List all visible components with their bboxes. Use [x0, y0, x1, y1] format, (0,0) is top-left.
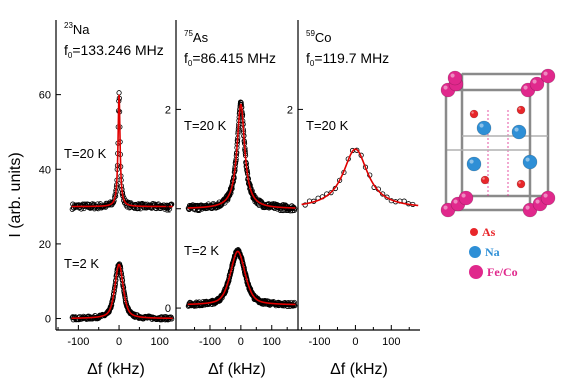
x-tick-label: 100: [263, 336, 281, 348]
fe-co-atom-highlight: [461, 193, 466, 198]
na-atom-highlight: [525, 157, 530, 162]
data-point: [292, 303, 298, 309]
temperature-label: T=20 K: [64, 146, 107, 161]
na-atom-highlight: [514, 127, 519, 132]
as-atom-highlight: [518, 181, 521, 184]
x-axis-label: Δf (kHz): [87, 361, 145, 378]
y-tick-label: 0: [165, 303, 171, 315]
data-points: [185, 99, 298, 214]
x-tick-label: 0: [116, 336, 122, 348]
fit-curve: [187, 103, 296, 209]
as-atom: [516, 179, 526, 189]
data-point: [354, 147, 360, 153]
temperature-label: T=20 K: [184, 118, 227, 133]
fe-co-atom-highlight: [525, 205, 530, 210]
fe-co-atom-highlight: [450, 73, 455, 78]
na-atom-highlight: [479, 123, 484, 128]
as-atom: [516, 105, 526, 115]
fe-co-atom: [447, 70, 463, 86]
data-point: [302, 202, 308, 208]
fit-curve: [71, 94, 173, 208]
as-atom-highlight: [482, 177, 485, 180]
temperature-label: T=2 K: [64, 256, 99, 271]
x-tick-label: 0: [352, 336, 358, 348]
fit-curve: [301, 148, 419, 207]
y-tick-label: 40: [39, 164, 51, 176]
legend-label-as: As: [482, 225, 496, 239]
as-atom: [480, 175, 490, 185]
temperature-label: T=2 K: [184, 243, 219, 258]
fe-co-atom-highlight: [523, 85, 528, 90]
legend: As Na Fe/Co: [469, 225, 518, 279]
as-atom-highlight: [471, 111, 474, 114]
na-atom-highlight: [469, 159, 474, 164]
frequency-label: f0=86.415 MHz: [184, 50, 276, 68]
y-tick-label: 60: [39, 90, 51, 102]
x-tick-label: 100: [151, 336, 169, 348]
x-tick-label: -100: [309, 336, 331, 348]
fit-curve: [71, 263, 173, 320]
x-tick-label: -100: [199, 336, 221, 348]
y-tick-label: 2: [165, 104, 171, 116]
data-point: [337, 177, 343, 183]
frequency-label: f0=119.7 MHz: [306, 50, 389, 68]
x-tick-label: -100: [67, 336, 89, 348]
fe-co-atom-highlight: [443, 205, 448, 210]
fit-curve: [187, 250, 296, 306]
data-point: [328, 190, 334, 196]
data-point: [116, 90, 122, 96]
y-tick-label: 0: [45, 314, 51, 326]
legend-label-feco: Fe/Co: [487, 265, 518, 279]
y-axis-label: I (arb. units): [7, 152, 24, 237]
fe-co-atom-highlight: [543, 193, 548, 198]
y-tick-label: 2: [287, 104, 293, 116]
x-tick-label: 100: [382, 336, 400, 348]
x-tick-label: 0: [238, 336, 244, 348]
fe-co-atom-highlight: [443, 85, 448, 90]
panel-75As: -100 0 100 0 1 2 Δf (kHz) 75As f0=86.415 MHz T=20…: [165, 20, 298, 378]
na-atom: [476, 120, 492, 136]
isotope-label: 23Na: [64, 21, 90, 37]
frequency-label: f0=133.246 MHz: [64, 42, 164, 60]
isotope-label: 75As: [184, 29, 209, 45]
as-atom: [469, 109, 479, 119]
na-atom: [466, 156, 482, 172]
fe-co-atom-highlight: [453, 199, 458, 204]
na-atom: [522, 154, 538, 170]
y-tick-label: 20: [39, 239, 51, 251]
x-axis-label: Δf (kHz): [330, 361, 388, 378]
as-atom-highlight: [518, 107, 521, 110]
fe-co-atom: [458, 190, 474, 206]
legend-label-na: Na: [485, 245, 500, 259]
panel-59Co: -100 0 100 2 Δf (kHz) 59Co f0=119.7 MHz T=20 K: [287, 20, 420, 378]
crystal-structure-diagram: [440, 68, 556, 218]
fe-co-atom-highlight: [535, 199, 540, 204]
legend-marker-as: [470, 228, 478, 236]
fe-co-atom: [540, 190, 556, 206]
y-tick-label: 1: [165, 204, 171, 216]
fe-co-atom: [529, 76, 545, 92]
fe-co-atom: [540, 68, 556, 84]
na-atom: [511, 124, 527, 140]
fe-co-atom-highlight: [532, 79, 537, 84]
legend-marker-na: [469, 246, 481, 258]
isotope-label: 59Co: [306, 29, 332, 45]
x-axis-label: Δf (kHz): [208, 361, 266, 378]
temperature-label: T=20 K: [306, 118, 349, 133]
fe-co-atom-highlight: [543, 71, 548, 76]
legend-marker-feco: [469, 265, 483, 279]
data-points: [302, 147, 416, 208]
